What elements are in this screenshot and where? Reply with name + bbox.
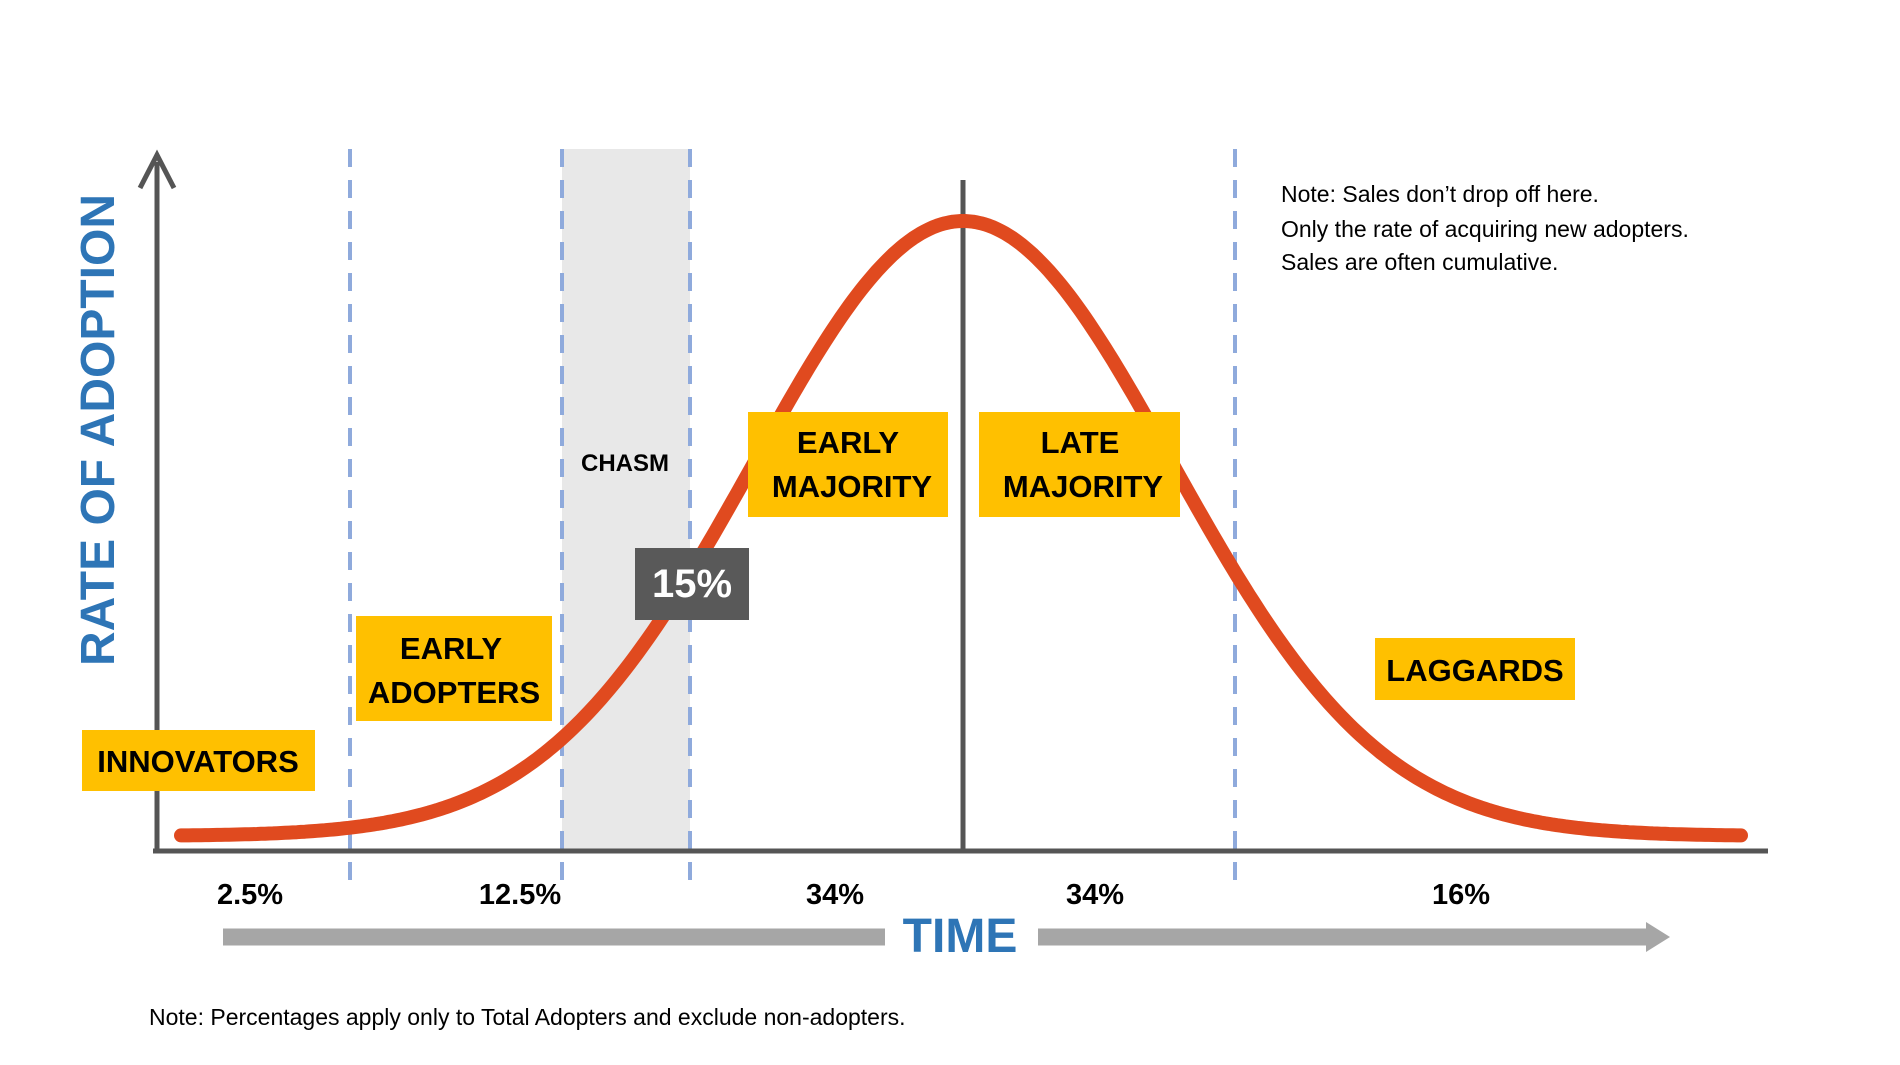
segment-label-box: [82, 730, 315, 791]
segment-label-text: EARLY: [797, 425, 900, 460]
chasm-label: CHASM: [581, 450, 669, 477]
segment-label-box: [356, 616, 552, 721]
chasm-percent-badge-text: 15%: [652, 562, 732, 606]
segment-label-box: [1375, 638, 1575, 700]
segment-label-early-majority: EARLY MAJORITY: [748, 412, 948, 517]
x-axis-title: TIME: [903, 910, 1018, 963]
segment-label-text: MAJORITY: [1003, 469, 1164, 504]
segment-percent-early-majority: 34%: [806, 879, 864, 911]
chasm-percent-badge: [635, 548, 749, 620]
chasm-band: [562, 149, 690, 850]
segment-percent-laggards: 16%: [1432, 879, 1490, 911]
segment-label-laggards: LAGGARDS: [1375, 638, 1575, 700]
segment-label-box: [979, 412, 1180, 517]
segment-label-late-majority: LATE MAJORITY: [979, 412, 1180, 517]
segment-label-text: ADOPTERS: [368, 675, 540, 710]
peak-note-line-1: Note: Sales don’t drop off here.: [1281, 181, 1599, 207]
segment-percent-late-majority: 34%: [1066, 879, 1124, 911]
segment-percent-innovators: 2.5%: [217, 879, 283, 911]
segment-label-text: LAGGARDS: [1386, 653, 1563, 688]
segment-percent-early-adopters: 12.5%: [479, 879, 561, 911]
segment-label-early-adopters: EARLY ADOPTERS: [356, 616, 552, 721]
segment-label-text: LATE: [1041, 425, 1120, 460]
peak-note-line-3: Sales are often cumulative.: [1281, 249, 1558, 275]
segment-label-text: INNOVATORS: [97, 744, 299, 779]
peak-note-line-2: Only the rate of acquiring new adopters.: [1281, 216, 1689, 242]
segment-label-text: EARLY: [400, 631, 503, 666]
adoption-bell-curve: [174, 214, 1748, 843]
footer-note: Note: Percentages apply only to Total Ad…: [149, 1004, 906, 1030]
segment-label-box: [748, 412, 948, 517]
y-axis-arrowhead: [137, 149, 177, 190]
segment-label-text: MAJORITY: [772, 469, 933, 504]
y-axis-title: RATE OF ADOPTION: [72, 194, 125, 666]
segment-label-innovators: INNOVATORS: [82, 730, 315, 791]
time-arrow-head: [1646, 922, 1670, 952]
